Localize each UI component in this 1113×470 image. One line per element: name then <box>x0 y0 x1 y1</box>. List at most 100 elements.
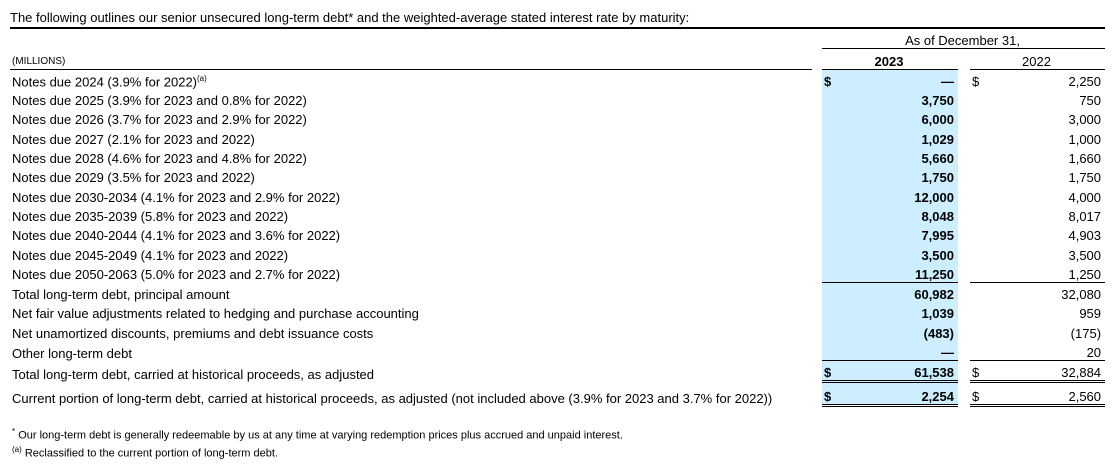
value-2022: (175) <box>1070 325 1102 341</box>
row-label: Notes due 2040-2044 (4.1% for 2023 and 3… <box>12 228 341 244</box>
value-2023: 61,538 <box>842 360 958 384</box>
footnote-marker: (a) <box>12 444 22 454</box>
currency <box>970 282 990 302</box>
spacer <box>958 147 970 166</box>
currency <box>822 88 842 109</box>
spacer <box>958 166 970 185</box>
currency <box>970 205 990 224</box>
currency <box>822 321 842 341</box>
period-header: As of December 31, <box>822 29 1106 50</box>
value-2022: 3,000 <box>1068 112 1102 128</box>
currency <box>970 108 990 127</box>
table-row: Notes due 2045-2049 (4.1% for 2023 and 2… <box>10 243 1105 263</box>
spacer <box>958 243 970 262</box>
currency <box>822 146 842 167</box>
spacer <box>812 205 822 224</box>
currency <box>970 340 990 362</box>
spacer <box>958 282 970 302</box>
value-2023: 11,250 <box>842 262 958 283</box>
currency <box>822 243 842 263</box>
value-2023: (483) <box>842 321 958 341</box>
footnote: * Our long-term debt is generally redeem… <box>12 425 623 443</box>
table-row: Total long-term debt, principal amount 60… <box>10 282 1105 303</box>
table-row: Notes due 2026 (3.7% for 2023 and 2.9% f… <box>10 108 1105 128</box>
currency <box>822 127 842 147</box>
currency <box>970 243 990 262</box>
value-2023: — <box>842 340 958 362</box>
spacer <box>812 321 822 340</box>
row-label: Other long-term debt <box>12 345 132 361</box>
spacer <box>958 302 970 321</box>
row-label: Notes due 2026 (3.7% for 2023 and 2.9% f… <box>12 112 307 128</box>
superscript: (a) <box>197 73 207 83</box>
table-row: Notes due 2029 (3.5% for 2023 and 2022) 1… <box>10 166 1105 186</box>
spacer <box>812 263 822 283</box>
value-2022: 8,017 <box>1068 208 1102 224</box>
currency <box>822 108 842 128</box>
value-2022: 20 <box>990 340 1106 362</box>
currency <box>970 185 990 204</box>
spacer <box>812 361 822 382</box>
value-2023: 8,048 <box>842 204 958 224</box>
currency <box>970 321 990 340</box>
currency <box>970 127 990 146</box>
spacer <box>812 243 822 262</box>
spacer <box>812 49 822 69</box>
value-2022: 32,884 <box>990 360 1106 384</box>
currency: $ <box>822 381 842 407</box>
table-row: Other long-term debt — 20 <box>10 340 1106 362</box>
spacer <box>10 29 812 49</box>
row-label: Notes due 2035-2039 (5.8% for 2023 and 2… <box>12 208 289 224</box>
row-label: Notes due 2028 (4.6% for 2023 and 4.8% f… <box>12 151 307 167</box>
currency <box>970 147 990 166</box>
row-label: Total long-term debt, carried at histori… <box>12 366 375 382</box>
spacer <box>812 29 822 49</box>
spacer <box>958 127 970 146</box>
header-row: (MILLIONS) 2023 2022 <box>10 48 1106 70</box>
row-label: Net unamortized discounts, premiums and … <box>12 325 374 341</box>
table-row: Notes due 2028 (4.6% for 2023 and 4.8% f… <box>10 146 1105 167</box>
spacer <box>812 69 822 89</box>
table-row: Notes due 2025 (3.9% for 2023 and 0.8% f… <box>10 88 1105 109</box>
table-row: Notes due 2030-2034 (4.1% for 2023 and 2… <box>10 185 1105 205</box>
spacer <box>812 302 822 321</box>
value-2023: — <box>842 69 958 89</box>
currency: $ <box>972 73 980 89</box>
spacer <box>958 49 970 69</box>
spacer <box>958 382 970 405</box>
spacer <box>812 382 822 405</box>
currency <box>822 166 842 186</box>
row-label: Notes due 2030-2034 (4.1% for 2023 and 2… <box>12 189 341 205</box>
debt-table: As of December 31, (MILLIONS) 2023 2022 Note… <box>10 29 1106 407</box>
table-row: Notes due 2040-2044 (4.1% for 2023 and 3… <box>10 223 1105 244</box>
currency <box>970 262 990 283</box>
row-label: Notes due 2027 (2.1% for 2023 and 2022) <box>12 131 255 147</box>
spacer <box>812 341 822 361</box>
row-label: Notes due 2024 (3.9% for 2022)(a) <box>12 73 207 89</box>
value-2022: 1,750 <box>1068 170 1102 186</box>
footnotes: * Our long-term debt is generally redeem… <box>12 425 623 460</box>
spacer <box>958 89 970 108</box>
footnote-text: Reclassified to the current portion of l… <box>24 447 278 460</box>
currency <box>822 262 842 283</box>
table-row: Notes due 2024 (3.9% for 2022)(a) $ — $2,25… <box>10 69 1105 89</box>
currency <box>822 223 842 244</box>
value-2022: 1,660 <box>1068 151 1102 167</box>
spacer <box>812 127 822 146</box>
spacer <box>958 361 970 382</box>
currency <box>970 89 990 108</box>
spacer <box>958 321 970 340</box>
value-2023: 5,660 <box>842 146 958 167</box>
value-2023: 1,029 <box>842 127 958 147</box>
spacer <box>958 263 970 283</box>
intro: The following outlines our senior unsecu… <box>10 10 1105 29</box>
spacer <box>958 185 970 204</box>
value-2023: 60,982 <box>842 282 958 303</box>
spacer <box>958 108 970 127</box>
spacer <box>812 282 822 302</box>
spacer <box>812 185 822 204</box>
value-2022: 2,560 <box>990 381 1106 407</box>
currency <box>970 166 990 185</box>
spacer <box>958 341 970 361</box>
